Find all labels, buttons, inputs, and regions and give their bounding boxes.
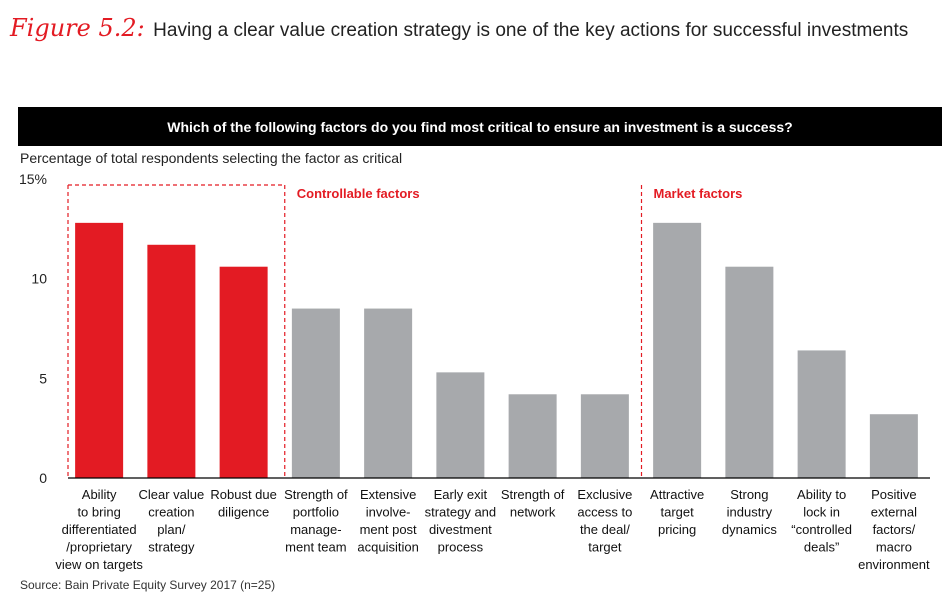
category-label: Positive external factors/macro environment (858, 487, 930, 572)
category-label: Strength of portfolio manage-ment team (284, 487, 348, 555)
group-label-market: Market factors (654, 186, 743, 201)
group-label-controllable: Controllable factors (297, 186, 420, 201)
figure-title-text: Having a clear value creation strategy i… (153, 20, 909, 41)
bar (147, 244, 196, 478)
bar (653, 222, 702, 478)
bar (869, 414, 918, 478)
bar (364, 308, 413, 478)
figure-label: Figure 5.2: (10, 14, 145, 42)
category-label: Strength of network (501, 487, 565, 520)
category-label: Strong industry dynamics (722, 487, 777, 537)
bar (219, 266, 268, 478)
bar (508, 394, 557, 478)
bar (436, 372, 485, 478)
chart-subtitle: Percentage of total respondents selectin… (20, 150, 403, 166)
y-tick-label: 5 (39, 370, 47, 386)
y-tick-label: 10 (31, 271, 47, 287)
category-label: Exclusive access to the deal/target (577, 487, 632, 555)
category-label: Ability to lock in “controlled deals” (791, 487, 852, 555)
bar (725, 266, 774, 478)
category-label: Extensive involve-ment post acquisition (357, 487, 418, 555)
bar (797, 350, 846, 478)
source-note: Source: Bain Private Equity Survey 2017 … (20, 578, 276, 592)
category-label: Ability to bring differentiated/proprietar… (55, 487, 143, 572)
question-text: Which of the following factors do you fi… (167, 118, 793, 135)
question-banner: Which of the following factors do you fi… (18, 107, 942, 146)
category-label: Early exit strategy and divestment process (425, 487, 497, 555)
y-tick-label: 15% (19, 171, 47, 187)
bar (291, 308, 340, 478)
y-tick-label: 0 (39, 470, 47, 486)
bar (580, 394, 629, 478)
category-label: Attractive target pricing (650, 487, 704, 537)
category-label: Robust due diligence (210, 487, 277, 520)
category-label: Clear value creation plan/strategy (138, 487, 204, 555)
bar (75, 222, 124, 478)
figure-title: Figure 5.2: Having a clear value creatio… (10, 14, 908, 42)
